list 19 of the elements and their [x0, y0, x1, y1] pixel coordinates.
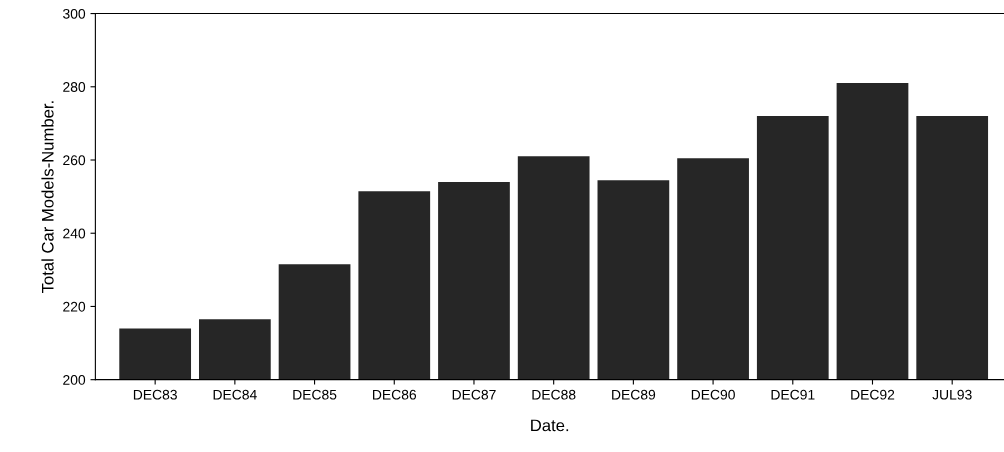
x-tick-label: DEC87: [452, 389, 496, 400]
x-tick-label: DEC92: [851, 389, 895, 400]
x-tick-label: DEC86: [373, 389, 417, 400]
x-axis-title: Date.: [531, 419, 569, 432]
x-tick-label: DEC84: [213, 389, 257, 400]
x-tick-label: JUL93: [932, 389, 972, 400]
y-axis-title: Total Car Models-Number.: [41, 101, 54, 294]
y-tick-label: 300: [63, 8, 86, 19]
y-tick-label: 280: [63, 82, 86, 92]
x-tick-label: DEC83: [133, 389, 177, 400]
x-tick-label: DEC89: [612, 389, 656, 400]
y-tick-label: 220: [63, 301, 86, 312]
y-tick-label: 260: [63, 155, 86, 166]
x-tick-label: DEC91: [771, 389, 815, 400]
x-tick-label: DEC85: [293, 389, 337, 400]
x-tick-label: DEC88: [532, 389, 576, 400]
y-tick-label: 200: [63, 375, 86, 385]
x-tick-label: DEC90: [691, 389, 735, 400]
y-tick-label: 240: [63, 228, 86, 239]
